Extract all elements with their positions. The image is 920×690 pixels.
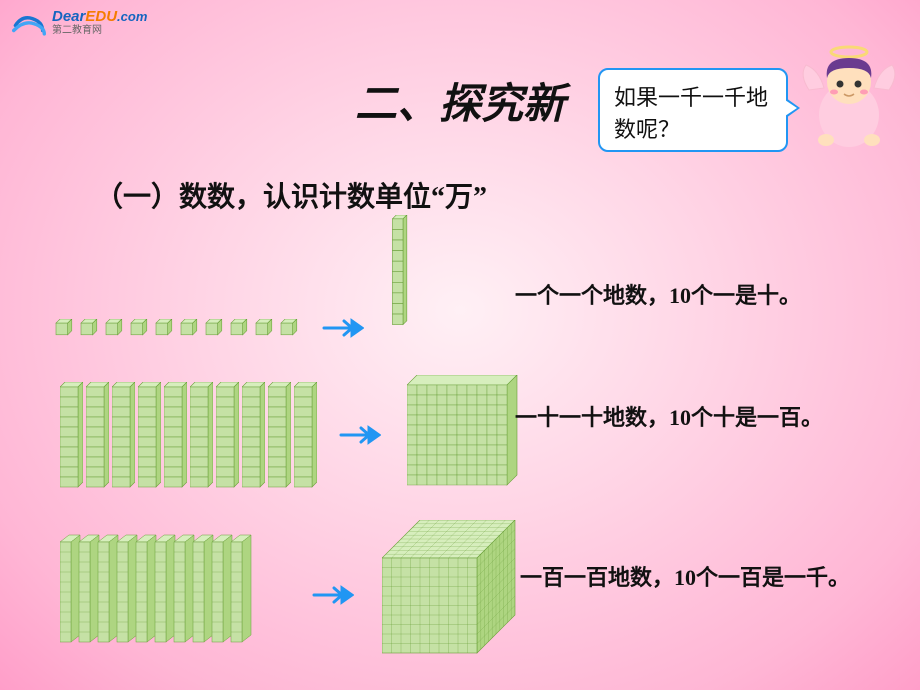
unit-cube [55,319,75,337]
arrow-icon [312,584,354,606]
brand-logo: DearEDU.com 第二教育网 [12,8,147,36]
row-hundreds-text: 一百一百地数，10个一百是一千。 [520,560,920,595]
ten-bar [86,382,109,489]
logo-text: DearEDU.com [52,9,147,24]
page-title: 二、探究新 [355,70,565,131]
unit-cube [180,319,200,337]
unit-cube [255,319,275,337]
unit-cube [280,319,300,337]
unit-cube [130,319,150,337]
unit-cube [105,319,125,337]
ten-stack [392,215,414,340]
ten-bar [190,382,213,489]
ten-bar [242,382,265,489]
unit-cube [205,319,225,337]
ten-bar [112,382,135,489]
arrow-icon [322,317,364,339]
angel-illustration [794,40,904,160]
logo-swirl-icon [12,8,46,36]
row-tens [60,375,527,495]
unit-cube [230,319,250,337]
speech-bubble: 如果一千一千地数呢？ [598,68,788,152]
logo-subtitle: 第二教育网 [52,26,147,36]
ten-bar [268,382,291,489]
row-hundreds [60,520,532,670]
unit-cube [155,319,175,337]
hundreds-slabs [60,520,290,670]
hundred-square [407,375,527,495]
row-tens-text: 一十一十地数，10个十是一百。 [515,400,915,435]
ten-bar [216,382,239,489]
arrow-icon [339,424,381,446]
ten-bar [60,382,83,489]
row-ones-text: 一个一个地数，10个一是十。 [515,278,915,313]
thousand-cube [382,520,532,670]
ten-bar [294,382,317,489]
section-subtitle: （一）数数，认识计数单位“万” [95,175,487,215]
unit-cube [80,319,100,337]
ten-bar [164,382,187,489]
row-ones [55,265,414,390]
ten-bar [138,382,161,489]
